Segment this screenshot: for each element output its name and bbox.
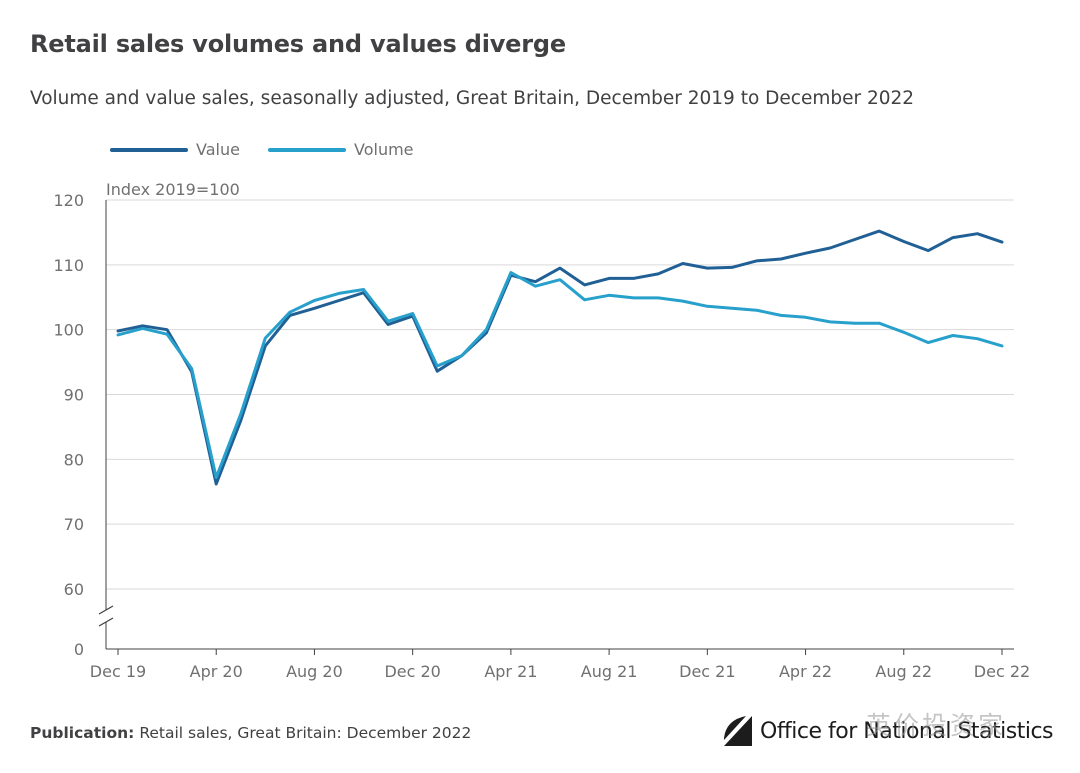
y-tick-label: 60 <box>64 580 84 599</box>
y-tick-label: 120 <box>53 191 84 210</box>
ons-logo-text: Office for National Statistics <box>760 718 1054 744</box>
x-tick-label: Dec 19 <box>90 662 146 681</box>
legend-item-volume[interactable]: Volume <box>268 140 414 159</box>
y-tick-label: 110 <box>53 256 84 275</box>
legend-item-value[interactable]: Value <box>110 140 240 159</box>
legend-swatch-volume <box>268 147 346 152</box>
x-tick-label: Aug 21 <box>581 662 638 681</box>
y-tick-label: 0 <box>74 640 84 659</box>
y-axis-label: Index 2019=100 <box>106 180 240 199</box>
x-tick-label: Dec 21 <box>679 662 735 681</box>
axis-break-mark <box>98 605 114 615</box>
y-tick-label: 100 <box>53 321 84 340</box>
series-line-value <box>116 229 1004 486</box>
publication-footer: Publication: Retail sales, Great Britain… <box>30 724 471 742</box>
ons-logo[interactable]: Office for National Statistics <box>724 716 1054 746</box>
x-tick-label: Apr 20 <box>190 662 243 681</box>
y-tick-label: 80 <box>64 450 84 469</box>
legend-label-value: Value <box>196 140 240 159</box>
publication-label: Publication: <box>30 724 135 742</box>
x-tick-label: Apr 22 <box>779 662 832 681</box>
legend-swatch-value <box>110 147 188 152</box>
y-tick-label: 90 <box>64 386 84 405</box>
x-tick-label: Dec 22 <box>974 662 1030 681</box>
chart-title: Retail sales volumes and values diverge <box>30 30 566 58</box>
series-line-volume <box>116 271 1004 479</box>
y-tick-label: 70 <box>64 515 84 534</box>
axis-break-mark <box>98 617 114 627</box>
x-tick-label: Dec 20 <box>384 662 440 681</box>
chart-subtitle: Volume and value sales, seasonally adjus… <box>30 88 915 109</box>
x-tick-label: Apr 21 <box>484 662 537 681</box>
ons-logo-mark-icon <box>724 716 752 746</box>
legend-label-volume: Volume <box>354 140 414 159</box>
x-tick-label: Aug 22 <box>875 662 932 681</box>
watermark-text: 英价投资家 <box>866 711 1007 740</box>
publication-link[interactable]: Retail sales, Great Britain: December 20… <box>139 724 472 742</box>
x-tick-label: Aug 20 <box>286 662 343 681</box>
